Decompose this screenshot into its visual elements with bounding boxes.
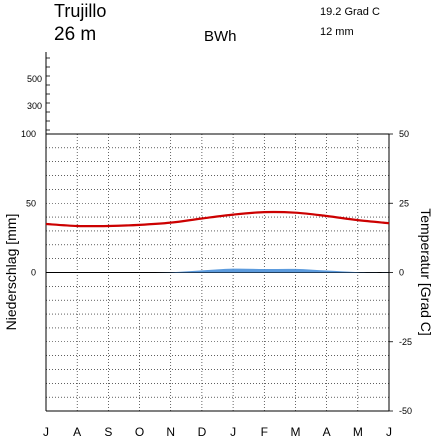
x-tick-label: N [166,425,175,439]
x-tick-label: J [230,425,236,439]
mean-temperature: 19.2 Grad C [320,6,380,18]
data-marks [45,210,390,273]
y-right-tick-label: 25 [399,198,409,208]
y-left-upper-tick-label: 500 [27,74,42,84]
y-left-tick-label: 0 [31,268,36,278]
x-tick-label: A [323,425,331,439]
y-left-tick-label: 50 [26,198,36,208]
y-right-tick-label: -25 [399,337,412,347]
y-right-tick-label: -50 [399,406,412,416]
precipitation-area [46,268,389,273]
x-tick-label: J [386,425,392,439]
x-tick-label: A [73,425,81,439]
x-tick-label: D [198,425,207,439]
station-altitude: 26 m [54,24,96,45]
y-right-tick-label: 0 [399,268,404,278]
y-right-tick-label: 50 [399,129,409,139]
tick-labels: 300 500 0 50 100 -50 -25 0 25 50 J A S O N D J F M A M J [21,74,412,439]
x-tick-label: M [290,425,300,439]
station-name: Trujillo [54,1,106,21]
y-left-tick-label: 100 [21,129,36,139]
x-tick-label: S [104,425,112,439]
plot-frame [45,52,393,412]
temperature-line [45,210,390,228]
y-left-upper-tick-label: 300 [27,101,42,111]
x-tick-label: F [261,425,268,439]
y-left-axis-label: Niederschlag [mm] [3,214,19,331]
upper-precipitation-scale [46,57,50,131]
climate-class: BWh [204,28,237,45]
y-right-axis-label: Temperatur [Grad C] [418,208,433,336]
x-tick-label: O [135,425,144,439]
annual-precipitation: 12 mm [320,26,354,38]
x-tick-label: M [353,425,363,439]
x-tick-label: J [43,425,49,439]
